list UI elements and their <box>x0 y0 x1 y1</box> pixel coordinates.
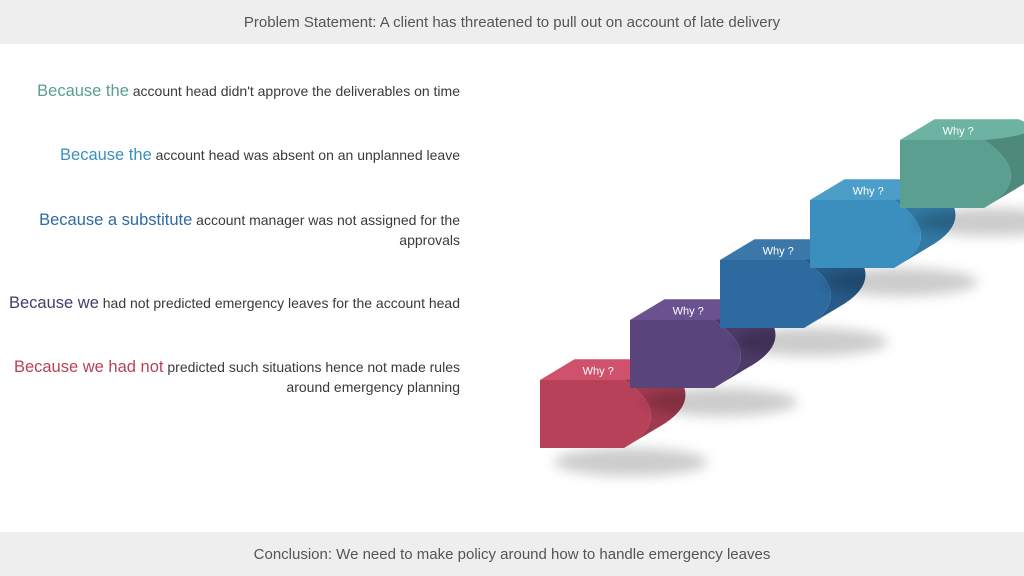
footer-band: Conclusion: We need to make policy aroun… <box>0 532 1024 576</box>
reason-3-body: account manager was not assigned for the… <box>192 212 460 248</box>
reason-2-lead: Because the <box>60 146 152 164</box>
reason-3: Because a substitute account manager was… <box>0 209 500 250</box>
reason-1-body: account head didn't approve the delivera… <box>129 83 460 99</box>
stairs-svg: Why ? Why ? Why ? Why ? Why ? <box>520 60 1000 500</box>
step-label: Why ? <box>763 246 794 258</box>
reason-2: Because the account head was absent on a… <box>0 144 500 166</box>
reasons-list: Because the account head didn't approve … <box>0 80 500 439</box>
step-label: Why ? <box>583 366 614 378</box>
step-label: Why ? <box>943 126 974 138</box>
header-text: Problem Statement: A client has threaten… <box>244 14 780 31</box>
reason-5-body: predicted such situations hence not made… <box>163 359 460 395</box>
page: Problem Statement: A client has threaten… <box>0 0 1024 576</box>
reason-1: Because the account head didn't approve … <box>0 80 500 102</box>
step-label: Why ? <box>853 186 884 198</box>
reason-4-lead: Because we <box>9 294 99 312</box>
reason-4: Because we had not predicted emergency l… <box>0 292 500 314</box>
reason-5: Because we had not predicted such situat… <box>0 356 500 397</box>
step-label: Why ? <box>673 306 704 318</box>
reason-5-lead: Because we had not <box>14 358 164 376</box>
reason-1-lead: Because the <box>37 82 129 100</box>
footer-text: Conclusion: We need to make policy aroun… <box>254 546 771 563</box>
header-band: Problem Statement: A client has threaten… <box>0 0 1024 44</box>
reason-3-lead: Because a substitute <box>39 211 192 229</box>
reason-4-body: had not predicted emergency leaves for t… <box>99 295 460 311</box>
stairs-diagram: Why ? Why ? Why ? Why ? Why ? <box>520 60 1000 500</box>
reason-2-body: account head was absent on an unplanned … <box>152 147 460 163</box>
